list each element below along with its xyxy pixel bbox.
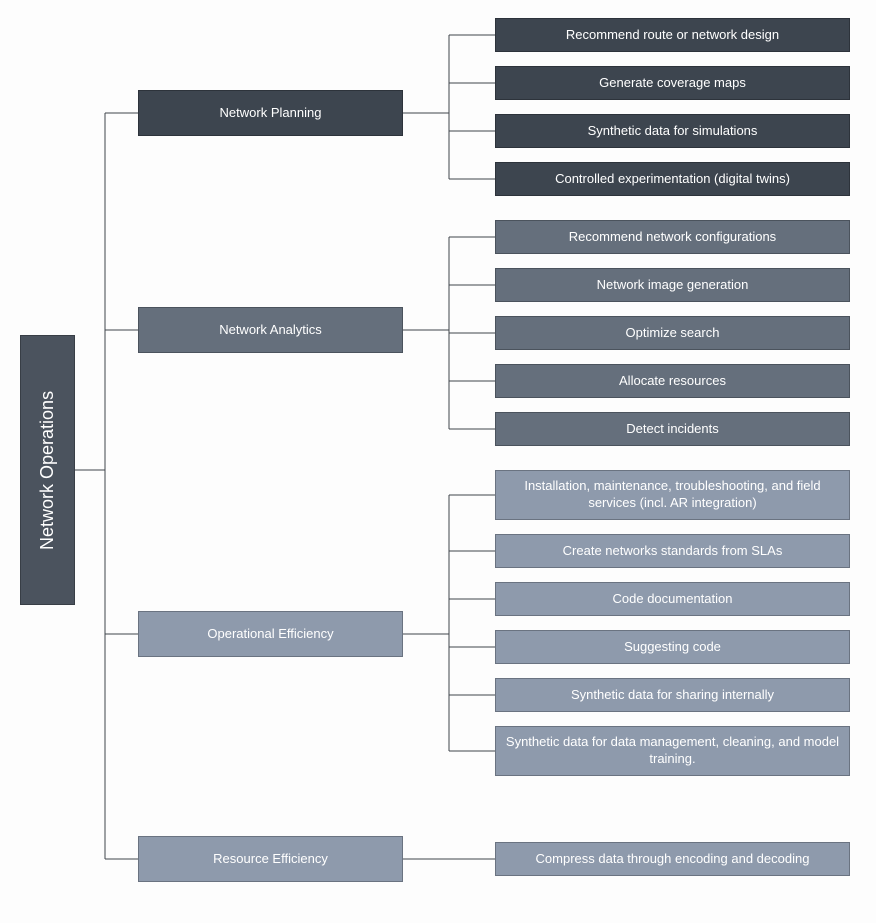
leaf-opeff-5-label: Synthetic data for data management, clea… <box>504 734 841 768</box>
leaf-planning-2-label: Synthetic data for simulations <box>588 123 758 140</box>
leaf-analytics-4: Detect incidents <box>495 412 850 446</box>
category-reseff-label: Resource Efficiency <box>213 851 328 868</box>
category-planning-label: Network Planning <box>220 105 322 122</box>
leaf-opeff-4: Synthetic data for sharing internally <box>495 678 850 712</box>
leaf-analytics-4-label: Detect incidents <box>626 421 719 438</box>
leaf-reseff-0-label: Compress data through encoding and decod… <box>536 851 810 868</box>
leaf-opeff-5: Synthetic data for data management, clea… <box>495 726 850 776</box>
leaf-analytics-3-label: Allocate resources <box>619 373 726 390</box>
leaf-analytics-1: Network image generation <box>495 268 850 302</box>
category-opeff-label: Operational Efficiency <box>207 626 333 643</box>
category-reseff: Resource Efficiency <box>138 836 403 882</box>
category-analytics-label: Network Analytics <box>219 322 322 339</box>
leaf-opeff-2-label: Code documentation <box>613 591 733 608</box>
leaf-opeff-1-label: Create networks standards from SLAs <box>563 543 783 560</box>
root-label: Network Operations <box>36 390 59 549</box>
leaf-opeff-2: Code documentation <box>495 582 850 616</box>
leaf-opeff-4-label: Synthetic data for sharing internally <box>571 687 774 704</box>
leaf-planning-3-label: Controlled experimentation (digital twin… <box>555 171 790 188</box>
category-planning: Network Planning <box>138 90 403 136</box>
category-analytics: Network Analytics <box>138 307 403 353</box>
leaf-planning-3: Controlled experimentation (digital twin… <box>495 162 850 196</box>
leaf-opeff-3-label: Suggesting code <box>624 639 721 656</box>
leaf-analytics-1-label: Network image generation <box>597 277 749 294</box>
leaf-planning-1: Generate coverage maps <box>495 66 850 100</box>
leaf-opeff-1: Create networks standards from SLAs <box>495 534 850 568</box>
diagram-stage: Network Operations Network Planning Recom… <box>0 0 876 923</box>
leaf-planning-2: Synthetic data for simulations <box>495 114 850 148</box>
root-node: Network Operations <box>20 335 75 605</box>
leaf-analytics-0: Recommend network configurations <box>495 220 850 254</box>
leaf-analytics-2-label: Optimize search <box>626 325 720 342</box>
leaf-analytics-2: Optimize search <box>495 316 850 350</box>
leaf-reseff-0: Compress data through encoding and decod… <box>495 842 850 876</box>
leaf-analytics-3: Allocate resources <box>495 364 850 398</box>
leaf-opeff-0: Installation, maintenance, troubleshooti… <box>495 470 850 520</box>
category-opeff: Operational Efficiency <box>138 611 403 657</box>
leaf-opeff-3: Suggesting code <box>495 630 850 664</box>
leaf-opeff-0-label: Installation, maintenance, troubleshooti… <box>504 478 841 512</box>
leaf-analytics-0-label: Recommend network configurations <box>569 229 776 246</box>
leaf-planning-0-label: Recommend route or network design <box>566 27 779 44</box>
leaf-planning-0: Recommend route or network design <box>495 18 850 52</box>
leaf-planning-1-label: Generate coverage maps <box>599 75 746 92</box>
